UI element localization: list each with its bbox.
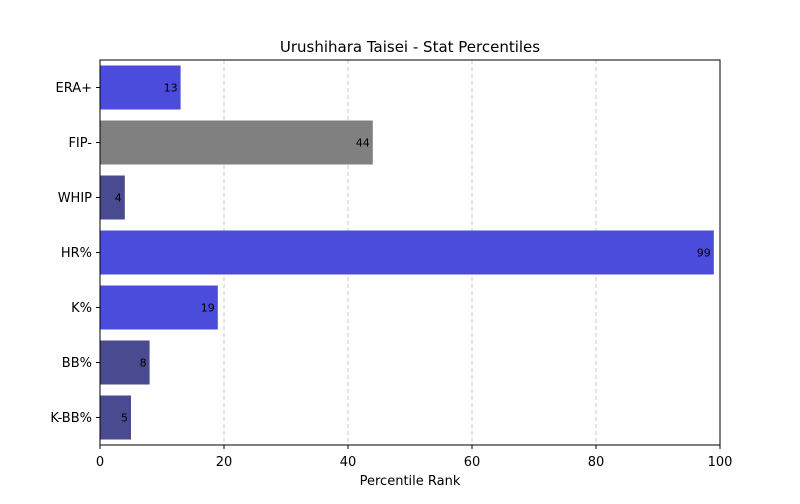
x-tick-label: 80 [588, 455, 605, 470]
axis-layer: 0 20 40 60 80 100 ERA+ FIP- WHIP HR% K% BB% K-BB% [50, 81, 732, 470]
bar-value-label: 44 [356, 137, 370, 150]
bar-value-label: 4 [115, 192, 122, 205]
bar-value-label: 19 [201, 302, 215, 315]
bar-value-label: 13 [164, 82, 178, 95]
bar [100, 340, 150, 385]
chart-title: Urushihara Taisei - Stat Percentiles [280, 38, 540, 56]
x-tick-label: 60 [464, 455, 481, 470]
bar [100, 175, 125, 220]
y-tick-label: FIP- [68, 136, 92, 151]
y-tick-label: BB% [62, 356, 92, 371]
y-tick-label: WHIP [58, 191, 92, 206]
bar [100, 285, 218, 330]
x-tick-label: 0 [96, 455, 104, 470]
y-tick-label: HR% [61, 246, 92, 261]
bar [100, 395, 131, 440]
bar-value-label: 5 [121, 412, 128, 425]
bar [100, 65, 181, 110]
y-tick-label: K-BB% [50, 411, 92, 426]
bar [100, 120, 373, 165]
x-axis-label: Percentile Rank [360, 474, 461, 489]
x-tick-label: 100 [708, 455, 733, 470]
bar-value-label: 99 [697, 247, 711, 260]
x-tick-label: 20 [216, 455, 233, 470]
y-tick-label: K% [71, 301, 92, 316]
x-tick-label: 40 [340, 455, 357, 470]
y-tick-label: ERA+ [55, 81, 92, 96]
bar-value-label: 8 [140, 357, 147, 370]
bar [100, 230, 714, 275]
